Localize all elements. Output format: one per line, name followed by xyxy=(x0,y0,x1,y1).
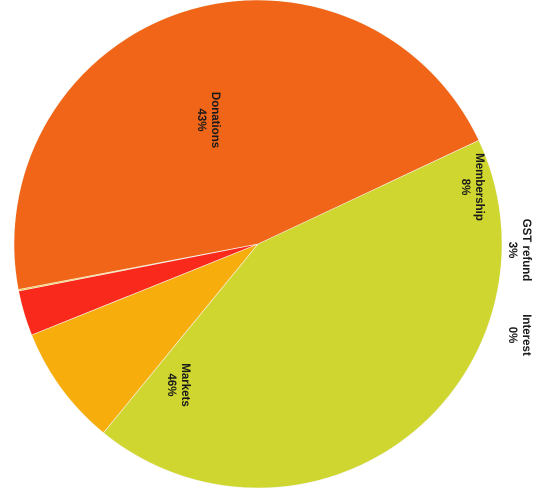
slice-label-name-interest: Interest xyxy=(520,314,532,356)
slice-label-name-gst-refund: GST refund xyxy=(520,219,532,282)
pie-slice-donations xyxy=(103,138,503,489)
slice-label-value-interest: 0% xyxy=(506,327,518,344)
pie-slice-markets xyxy=(13,0,480,290)
slice-label-value-gst-refund: 3% xyxy=(506,242,518,259)
pie-slice-membership xyxy=(31,243,259,434)
slice-label-value-markets: 46% xyxy=(165,373,177,396)
slice-label-value-donations: 43% xyxy=(195,108,207,131)
slice-label-value-membership: 8% xyxy=(459,179,471,196)
slice-label-name-donations: Donations xyxy=(209,92,221,148)
slice-label-name-markets: Markets xyxy=(179,363,191,406)
slice-label-name-membership: Membership xyxy=(473,153,485,221)
